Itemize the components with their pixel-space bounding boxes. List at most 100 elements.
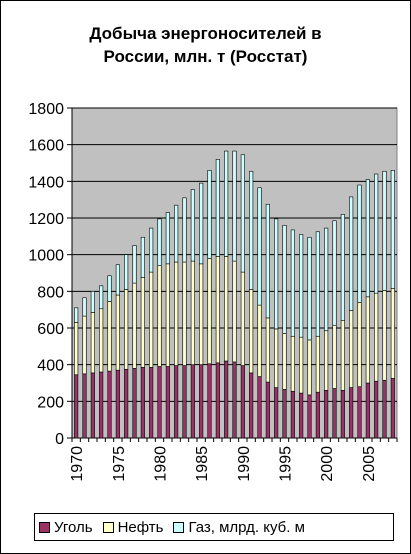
bar-gas-1992 [257, 187, 262, 306]
y-tick-label: 400 [37, 358, 64, 375]
x-tick-label: 1970 [69, 446, 86, 482]
y-tick-label: 1400 [28, 174, 64, 191]
x-tick-label: 1985 [194, 446, 211, 482]
bar-gas-1982 [174, 204, 179, 263]
bar-gas-1978 [140, 236, 145, 278]
bar-oil-1984 [190, 260, 195, 365]
bar-gas-2006 [374, 173, 379, 294]
bar-gas-2005 [365, 179, 370, 298]
bar-coal-1987 [215, 362, 220, 439]
bar-gas-1989 [232, 150, 237, 262]
legend-swatch-oil [102, 521, 114, 533]
bar-gas-1985 [199, 182, 204, 265]
bar-oil-1990 [240, 271, 245, 366]
bar-oil-2005 [365, 296, 370, 384]
y-tick-label: 800 [37, 284, 64, 301]
bar-oil-1982 [174, 261, 179, 366]
y-tick-label: 1600 [28, 138, 64, 155]
bar-gas-1973 [99, 285, 104, 310]
bar-coal-1972 [90, 372, 95, 439]
y-tick-label: 0 [55, 431, 64, 448]
bar-oil-1976 [124, 289, 129, 370]
bar-coal-1977 [132, 368, 137, 439]
bar-oil-1983 [182, 261, 187, 366]
bar-coal-1985 [199, 364, 204, 439]
bar-oil-1977 [132, 282, 137, 369]
bar-coal-2001 [332, 388, 337, 439]
bar-gas-1999 [315, 231, 320, 337]
legend-item-gas: Газ, млрд. куб. м [173, 518, 305, 536]
bar-oil-2003 [349, 310, 354, 388]
y-tick-label: 1800 [28, 101, 64, 118]
bar-oil-1985 [199, 263, 204, 365]
bar-coal-1984 [190, 364, 195, 439]
legend-swatch-gas [173, 521, 185, 533]
bar-oil-2006 [374, 292, 379, 382]
bar-oil-2001 [332, 324, 337, 389]
legend-label-gas: Газ, млрд. куб. м [188, 518, 305, 536]
bar-coal-2002 [340, 390, 345, 439]
bar-coal-1988 [224, 360, 229, 439]
bar-gas-2001 [332, 220, 337, 326]
bar-gas-2007 [382, 170, 387, 291]
bar-coal-2005 [365, 382, 370, 439]
bar-coal-1992 [257, 376, 262, 439]
bar-gas-2000 [324, 227, 329, 332]
bar-oil-1980 [157, 265, 162, 367]
bar-oil-1981 [165, 263, 170, 367]
bar-coal-2008 [390, 378, 395, 439]
x-tick-label: 1975 [111, 446, 128, 482]
bar-gas-1990 [240, 154, 245, 273]
bar-gas-1998 [307, 236, 312, 341]
bar-coal-1979 [149, 367, 154, 439]
x-tick-label: 1980 [153, 446, 170, 482]
bar-oil-1972 [90, 312, 95, 374]
bar-gas-1980 [157, 218, 162, 266]
x-tick-label: 2000 [319, 446, 336, 482]
chart-title-line1: Добыча энергоносителей в [89, 24, 322, 43]
bar-gas-2008 [390, 170, 395, 289]
bar-gas-1995 [282, 225, 287, 334]
bar-oil-2004 [357, 302, 362, 387]
legend-item-coal: Уголь [39, 519, 93, 536]
bar-coal-1994 [274, 387, 279, 439]
bar-oil-1997 [299, 336, 304, 394]
bar-oil-1970 [74, 322, 79, 376]
bar-gas-1986 [207, 170, 212, 259]
bar-coal-1976 [124, 368, 129, 439]
bar-gas-1987 [215, 159, 220, 257]
chart-title-line2: России, млн. т (Росстат) [103, 47, 308, 66]
bar-gas-1979 [149, 227, 154, 273]
bar-coal-1983 [182, 365, 187, 439]
bar-coal-2000 [324, 390, 329, 439]
bar-gas-1975 [115, 264, 120, 296]
bar-coal-1980 [157, 366, 162, 439]
bar-oil-1996 [290, 335, 295, 392]
bar-gas-1981 [165, 212, 170, 265]
bar-oil-1974 [107, 301, 112, 372]
y-tick-label: 200 [37, 394, 64, 411]
bar-oil-1999 [315, 335, 320, 393]
bar-gas-1997 [299, 234, 304, 338]
bar-oil-1971 [82, 315, 87, 375]
bar-oil-1973 [99, 308, 104, 373]
bar-gas-1970 [74, 307, 79, 323]
bar-coal-1998 [307, 394, 312, 439]
bar-oil-1993 [265, 317, 270, 383]
bar-gas-1993 [265, 203, 270, 319]
bar-coal-1975 [115, 369, 120, 439]
bar-coal-1997 [299, 392, 304, 439]
bar-coal-1990 [240, 365, 245, 439]
bar-oil-1986 [207, 258, 212, 365]
bar-coal-1995 [282, 389, 287, 439]
bar-oil-2002 [340, 320, 345, 391]
bar-coal-1999 [315, 391, 320, 439]
legend: Уголь Нефть Газ, млрд. куб. м [34, 513, 394, 541]
bar-coal-1982 [174, 365, 179, 439]
legend-label-coal: Уголь [54, 518, 93, 536]
bar-oil-1987 [215, 256, 220, 364]
x-tick-label: 1995 [278, 446, 295, 482]
bar-oil-1992 [257, 304, 262, 377]
bar-coal-2007 [382, 379, 387, 439]
bar-oil-2000 [324, 330, 329, 391]
